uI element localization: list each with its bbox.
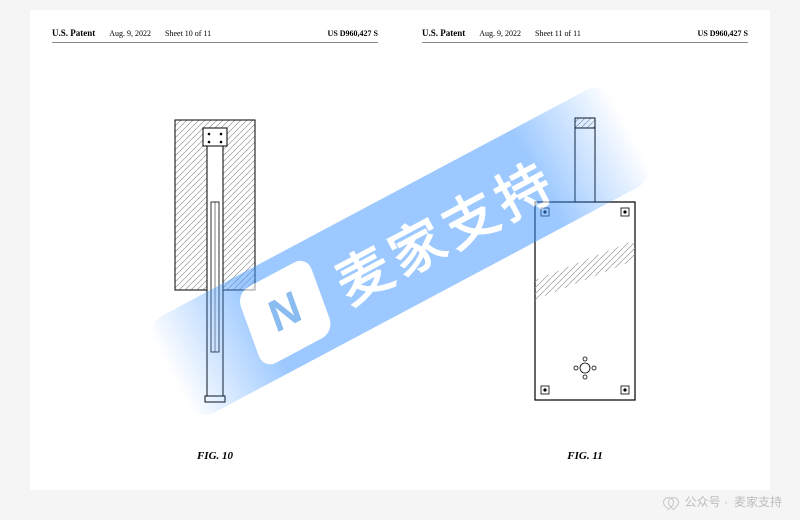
page-right: U.S. Patent Aug. 9, 2022 Sheet 11 of 11 … — [400, 10, 770, 490]
patent-number: US D960,427 S — [328, 29, 378, 38]
wechat-icon — [663, 495, 679, 509]
patent-date: Aug. 9, 2022 — [109, 29, 151, 38]
sheet-number: Sheet 10 of 11 — [165, 29, 211, 38]
figure-11-area — [400, 80, 770, 440]
source-signature: 公众号 · 麦家支持 — [663, 493, 782, 510]
patent-spread: U.S. Patent Aug. 9, 2022 Sheet 10 of 11 … — [30, 10, 770, 490]
patent-label: U.S. Patent — [52, 28, 95, 38]
patent-label: U.S. Patent — [422, 28, 465, 38]
figure-11-drawing — [515, 110, 655, 410]
patent-date: Aug. 9, 2022 — [479, 29, 521, 38]
page-header-right: U.S. Patent Aug. 9, 2022 Sheet 11 of 11 … — [422, 28, 748, 43]
figure-10-label: FIG. 10 — [30, 450, 400, 462]
page-header-left: U.S. Patent Aug. 9, 2022 Sheet 10 of 11 … — [52, 28, 378, 43]
figure-11-label: FIG. 11 — [400, 450, 770, 462]
patent-number: US D960,427 S — [698, 29, 748, 38]
signature-name: 麦家支持 — [734, 493, 782, 510]
signature-prefix: 公众号 · — [685, 493, 728, 510]
figure-10-area — [30, 80, 400, 440]
figure-10-drawing — [155, 110, 275, 410]
page-left: U.S. Patent Aug. 9, 2022 Sheet 10 of 11 … — [30, 10, 400, 490]
sheet-number: Sheet 11 of 11 — [535, 29, 581, 38]
